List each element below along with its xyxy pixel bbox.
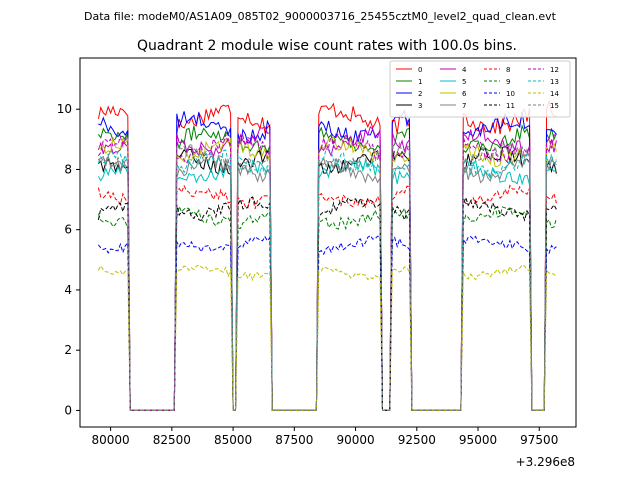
x-tick-label: 82500: [153, 433, 191, 447]
legend-box: [389, 60, 571, 118]
series-line-7: [98, 153, 557, 411]
y-tick-label: 4: [64, 283, 72, 297]
series-line-10: [98, 234, 557, 411]
series-line-9: [97, 205, 557, 411]
legend-label-3: 3: [418, 102, 422, 110]
y-tick-label: 8: [64, 162, 72, 176]
legend-label-8: 8: [506, 66, 510, 74]
legend-label-7: 7: [462, 102, 466, 110]
series-line-13: [97, 148, 557, 411]
legend-label-9: 9: [506, 78, 510, 86]
series-line-11: [97, 196, 557, 411]
y-tick-label: 2: [64, 343, 72, 357]
x-tick-label: 97500: [520, 433, 558, 447]
datafile-label: Data file: modeM0/AS1A09_085T02_90000037…: [84, 10, 557, 23]
x-offset-label: +3.296e8: [516, 455, 575, 469]
series-line-0: [97, 99, 557, 411]
legend-label-4: 4: [462, 66, 467, 74]
chart-title: Quadrant 2 module wise count rates with …: [137, 38, 517, 54]
y-tick-label: 6: [64, 223, 72, 237]
y-tick-label: 0: [64, 403, 72, 417]
legend-label-2: 2: [418, 90, 422, 98]
y-axis: 0 2 4 6 8 10: [57, 102, 80, 417]
series-line-14: [97, 264, 557, 411]
x-tick-label: 92500: [398, 433, 436, 447]
x-tick-label: 85000: [214, 433, 252, 447]
series-line-5: [97, 158, 557, 411]
y-tick-label: 10: [57, 102, 72, 116]
legend-label-10: 10: [506, 90, 515, 98]
x-tick-label: 80000: [92, 433, 130, 447]
series-line-2: [98, 109, 557, 411]
legend-label-0: 0: [418, 66, 422, 74]
x-tick-label: 87500: [275, 433, 313, 447]
legend-label-15: 15: [550, 102, 559, 110]
legend-label-1: 1: [418, 78, 422, 86]
series-line-8: [97, 184, 557, 411]
series-line-3: [98, 145, 557, 411]
series-line-1: [97, 124, 557, 411]
x-axis: 80000 82500 85000 87500 90000 92500 95000 97500: [92, 427, 558, 447]
legend-label-6: 6: [462, 90, 467, 98]
x-tick-label: 95000: [459, 433, 497, 447]
legend-label-5: 5: [462, 78, 466, 86]
series-line-15: [97, 141, 557, 411]
legend-label-14: 14: [550, 90, 559, 98]
legend-label-12: 12: [550, 66, 559, 74]
axes-frame: [79, 57, 577, 428]
series-line-12: [97, 132, 557, 411]
legend-label-11: 11: [506, 102, 515, 110]
legend-label-13: 13: [550, 78, 559, 86]
series-line-6: [98, 135, 557, 411]
x-tick-label: 90000: [336, 433, 374, 447]
plot-area: [97, 99, 557, 411]
